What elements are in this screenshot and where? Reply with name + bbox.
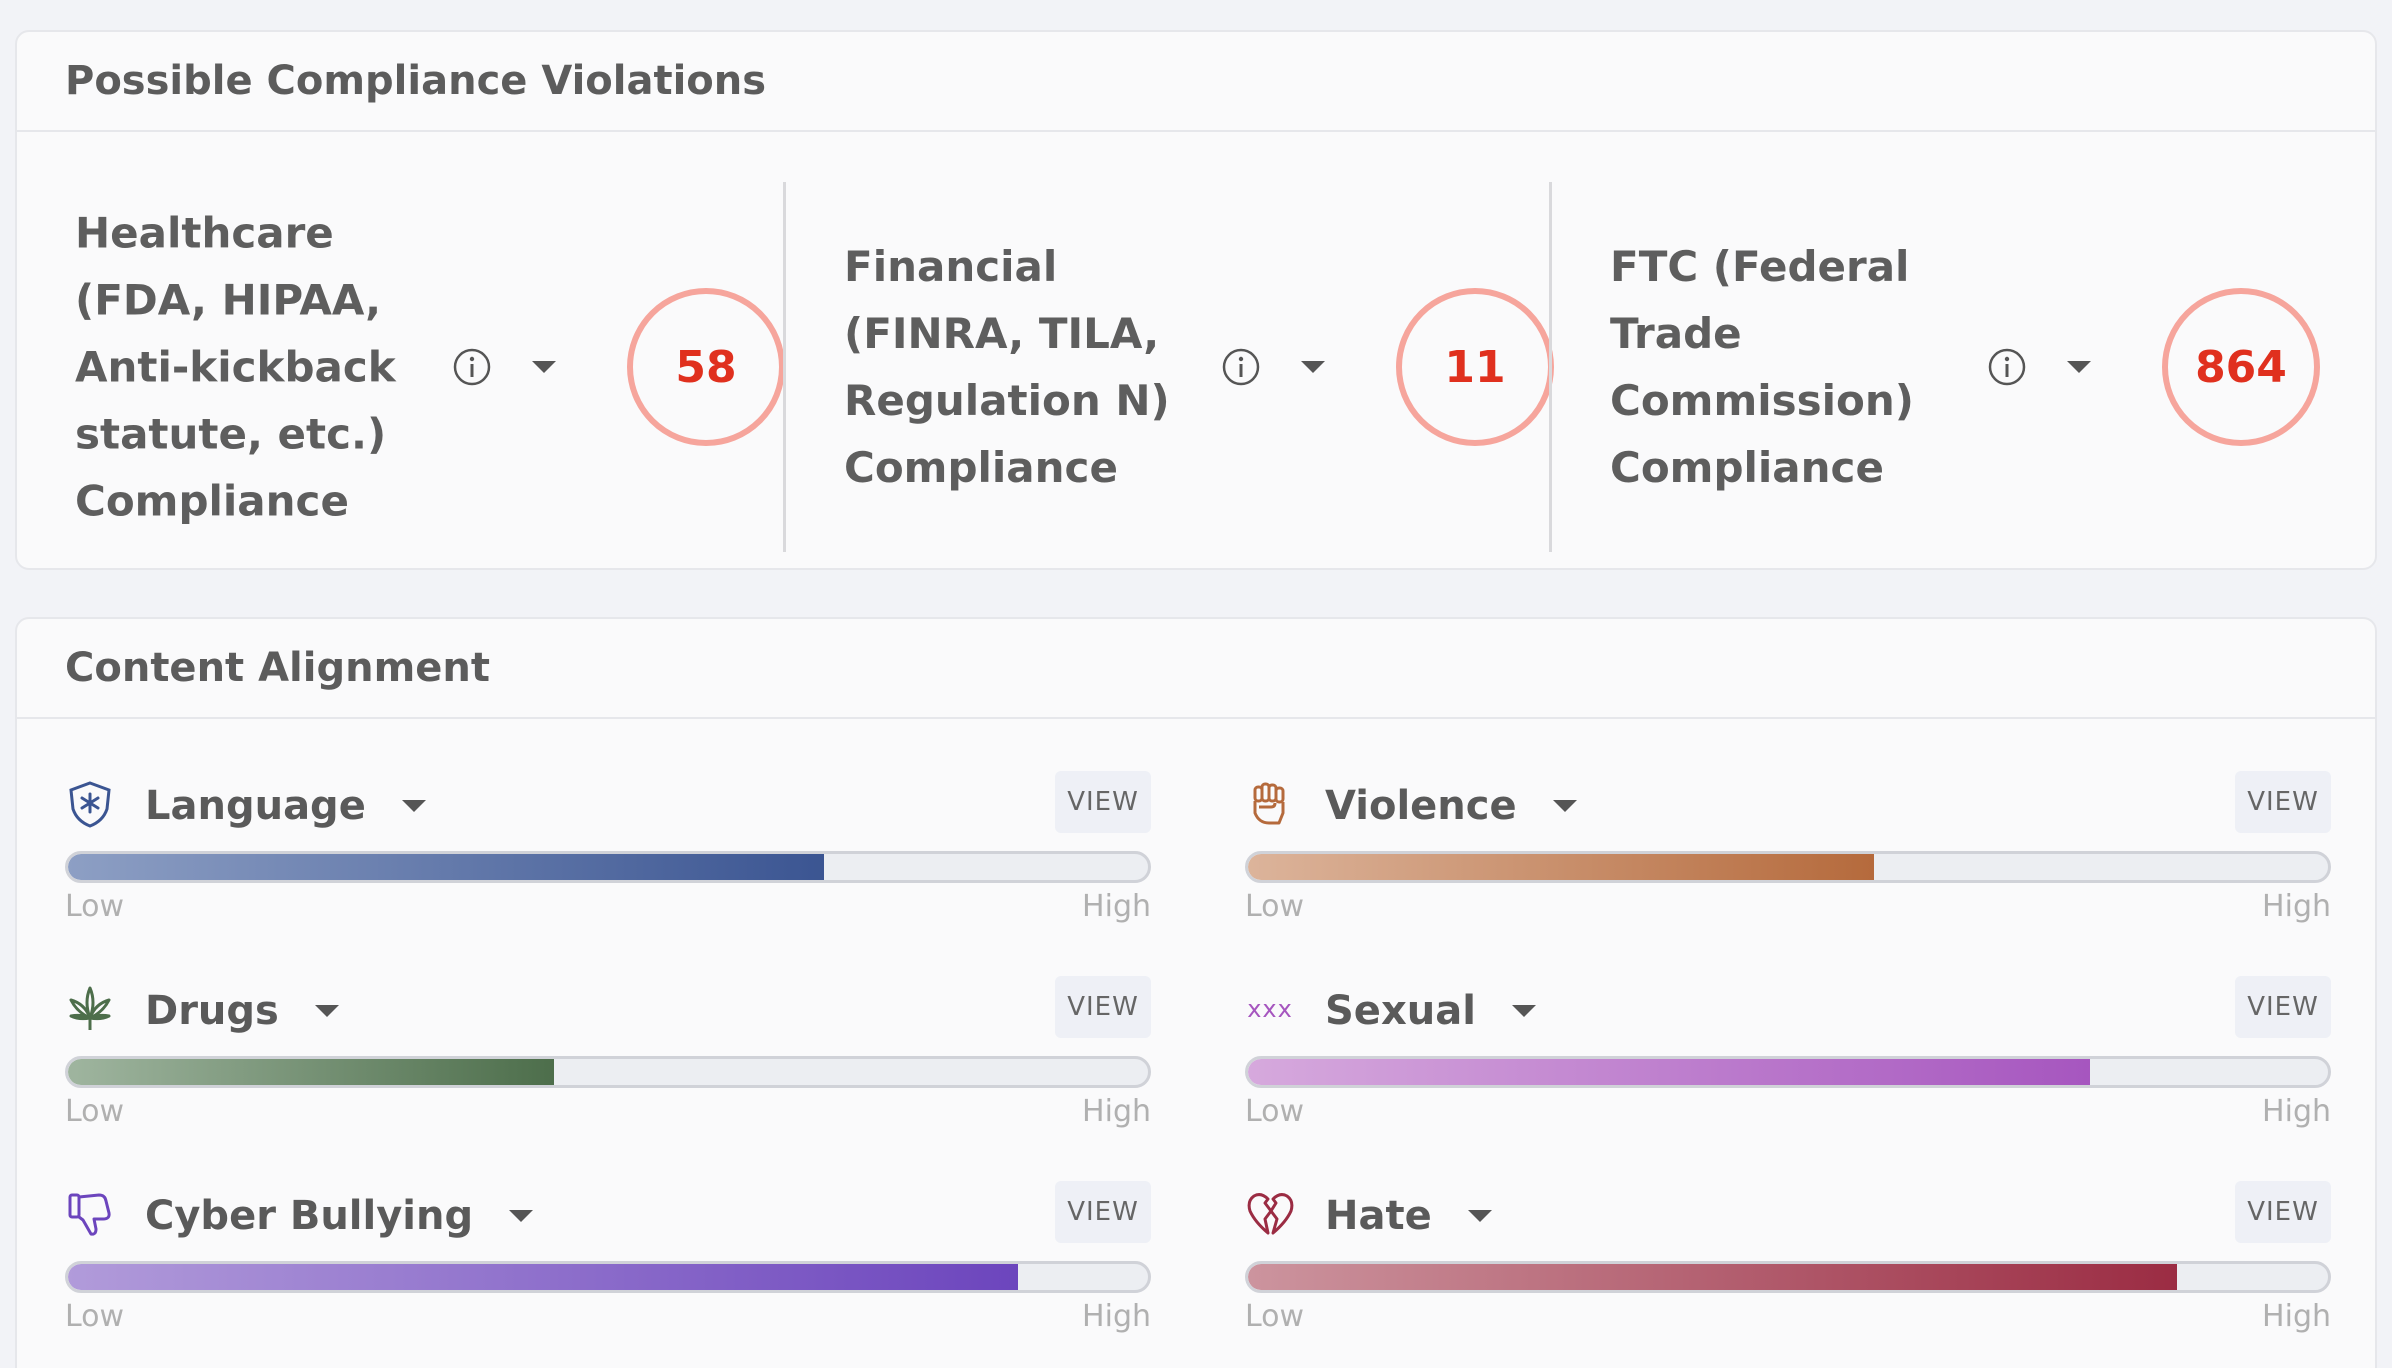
low-label: Low — [1245, 1094, 1305, 1129]
view-button[interactable]: VIEW — [2235, 976, 2331, 1038]
level-bar — [1245, 851, 2331, 883]
alignment-item-drugs: Drugs VIEW Low High — [65, 976, 1151, 1134]
high-label: High — [1082, 1094, 1151, 1129]
compliance-row: Healthcare (FDA, HIPAA, Anti-kickback st… — [17, 182, 2375, 552]
alignment-label-text: Cyber Bullying — [145, 1193, 474, 1239]
content-alignment-title: Content Alignment — [17, 619, 2375, 719]
compliance-financial: Financial (FINRA, TILA, Regulation N) Co… — [783, 182, 1554, 552]
alignment-label[interactable]: Violence — [1325, 783, 1577, 829]
level-bar — [1245, 1056, 2331, 1088]
compliance-healthcare: Healthcare (FDA, HIPAA, Anti-kickback st… — [17, 182, 785, 552]
alignment-item-violence: Violence VIEW Low High — [1245, 771, 2331, 929]
level-bar-fill — [68, 1059, 554, 1085]
chevron-down-icon[interactable] — [1301, 361, 1325, 373]
view-button[interactable]: VIEW — [2235, 771, 2331, 833]
alignment-label[interactable]: Hate — [1325, 1193, 1492, 1239]
high-label: High — [2262, 889, 2331, 924]
alignment-label-text: Sexual — [1325, 988, 1476, 1034]
violation-count-badge[interactable]: 864 — [2162, 288, 2320, 446]
level-bar — [65, 1261, 1151, 1293]
fist-icon — [1245, 779, 1295, 829]
level-bar — [65, 1056, 1151, 1088]
compliance-card: Possible Compliance Violations Healthcar… — [15, 30, 2377, 570]
high-label: High — [2262, 1299, 2331, 1334]
chevron-down-icon[interactable] — [509, 1210, 534, 1222]
chevron-down-icon[interactable] — [314, 1005, 339, 1017]
high-label: High — [2262, 1094, 2331, 1129]
compliance-label: Financial (FINRA, TILA, Regulation N) Co… — [844, 242, 1170, 492]
info-icon[interactable] — [1987, 347, 2027, 387]
alignment-item-language: Language VIEW Low High — [65, 771, 1151, 929]
low-label: Low — [65, 1094, 125, 1129]
info-icon[interactable] — [1221, 347, 1261, 387]
level-bar-fill — [68, 854, 824, 880]
chevron-down-icon[interactable] — [532, 361, 556, 373]
alignment-label-text: Violence — [1325, 783, 1517, 829]
violation-count-badge[interactable]: 58 — [627, 288, 785, 446]
compliance-ftc: FTC (Federal Trade Commission) Complianc… — [1549, 182, 2320, 552]
level-bar — [1245, 1261, 2331, 1293]
alignment-label[interactable]: Drugs — [145, 988, 339, 1034]
view-button[interactable]: VIEW — [1055, 976, 1151, 1038]
thumbs-down-icon — [65, 1189, 115, 1239]
broken-heart-icon — [1245, 1189, 1295, 1239]
info-icon[interactable] — [452, 347, 492, 387]
view-button[interactable]: VIEW — [1055, 771, 1151, 833]
low-label: Low — [1245, 889, 1305, 924]
high-label: High — [1082, 889, 1151, 924]
compliance-label: Healthcare (FDA, HIPAA, Anti-kickback st… — [75, 208, 396, 526]
chevron-down-icon[interactable] — [2067, 361, 2091, 373]
alignment-label[interactable]: Cyber Bullying — [145, 1193, 534, 1239]
xxx-icon: xxx — [1245, 984, 1295, 1034]
compliance-label: FTC (Federal Trade Commission) Complianc… — [1610, 242, 1914, 492]
content-alignment-card: Content Alignment Language VIEW Low High — [15, 617, 2377, 1368]
alignment-label[interactable]: Sexual — [1325, 988, 1536, 1034]
alignment-label-text: Language — [145, 783, 366, 829]
chevron-down-icon[interactable] — [1467, 1210, 1492, 1222]
high-label: High — [1082, 1299, 1151, 1334]
alignment-item-hate: Hate VIEW Low High — [1245, 1181, 2331, 1339]
level-bar-fill — [68, 1264, 1019, 1290]
low-label: Low — [65, 1299, 125, 1334]
chevron-down-icon[interactable] — [1511, 1005, 1536, 1017]
level-bar — [65, 851, 1151, 883]
chevron-down-icon[interactable] — [1552, 800, 1577, 812]
cannabis-leaf-icon — [65, 984, 115, 1034]
level-bar-fill — [1248, 1059, 2091, 1085]
view-button[interactable]: VIEW — [1055, 1181, 1151, 1243]
alignment-label-text: Hate — [1325, 1193, 1432, 1239]
level-bar-fill — [1248, 854, 1875, 880]
violation-count-badge[interactable]: 11 — [1396, 288, 1554, 446]
low-label: Low — [1245, 1299, 1305, 1334]
xxx-icon-text: xxx — [1247, 995, 1293, 1023]
shield-asterisk-icon — [65, 779, 115, 829]
chevron-down-icon[interactable] — [401, 800, 426, 812]
alignment-label-text: Drugs — [145, 988, 279, 1034]
alignment-item-sexual: xxx Sexual VIEW Low High — [1245, 976, 2331, 1134]
view-button[interactable]: VIEW — [2235, 1181, 2331, 1243]
low-label: Low — [65, 889, 125, 924]
compliance-card-title: Possible Compliance Violations — [17, 32, 2375, 132]
alignment-label[interactable]: Language — [145, 783, 426, 829]
level-bar-fill — [1248, 1264, 2177, 1290]
alignment-item-cyber-bullying: Cyber Bullying VIEW Low High — [65, 1181, 1151, 1339]
